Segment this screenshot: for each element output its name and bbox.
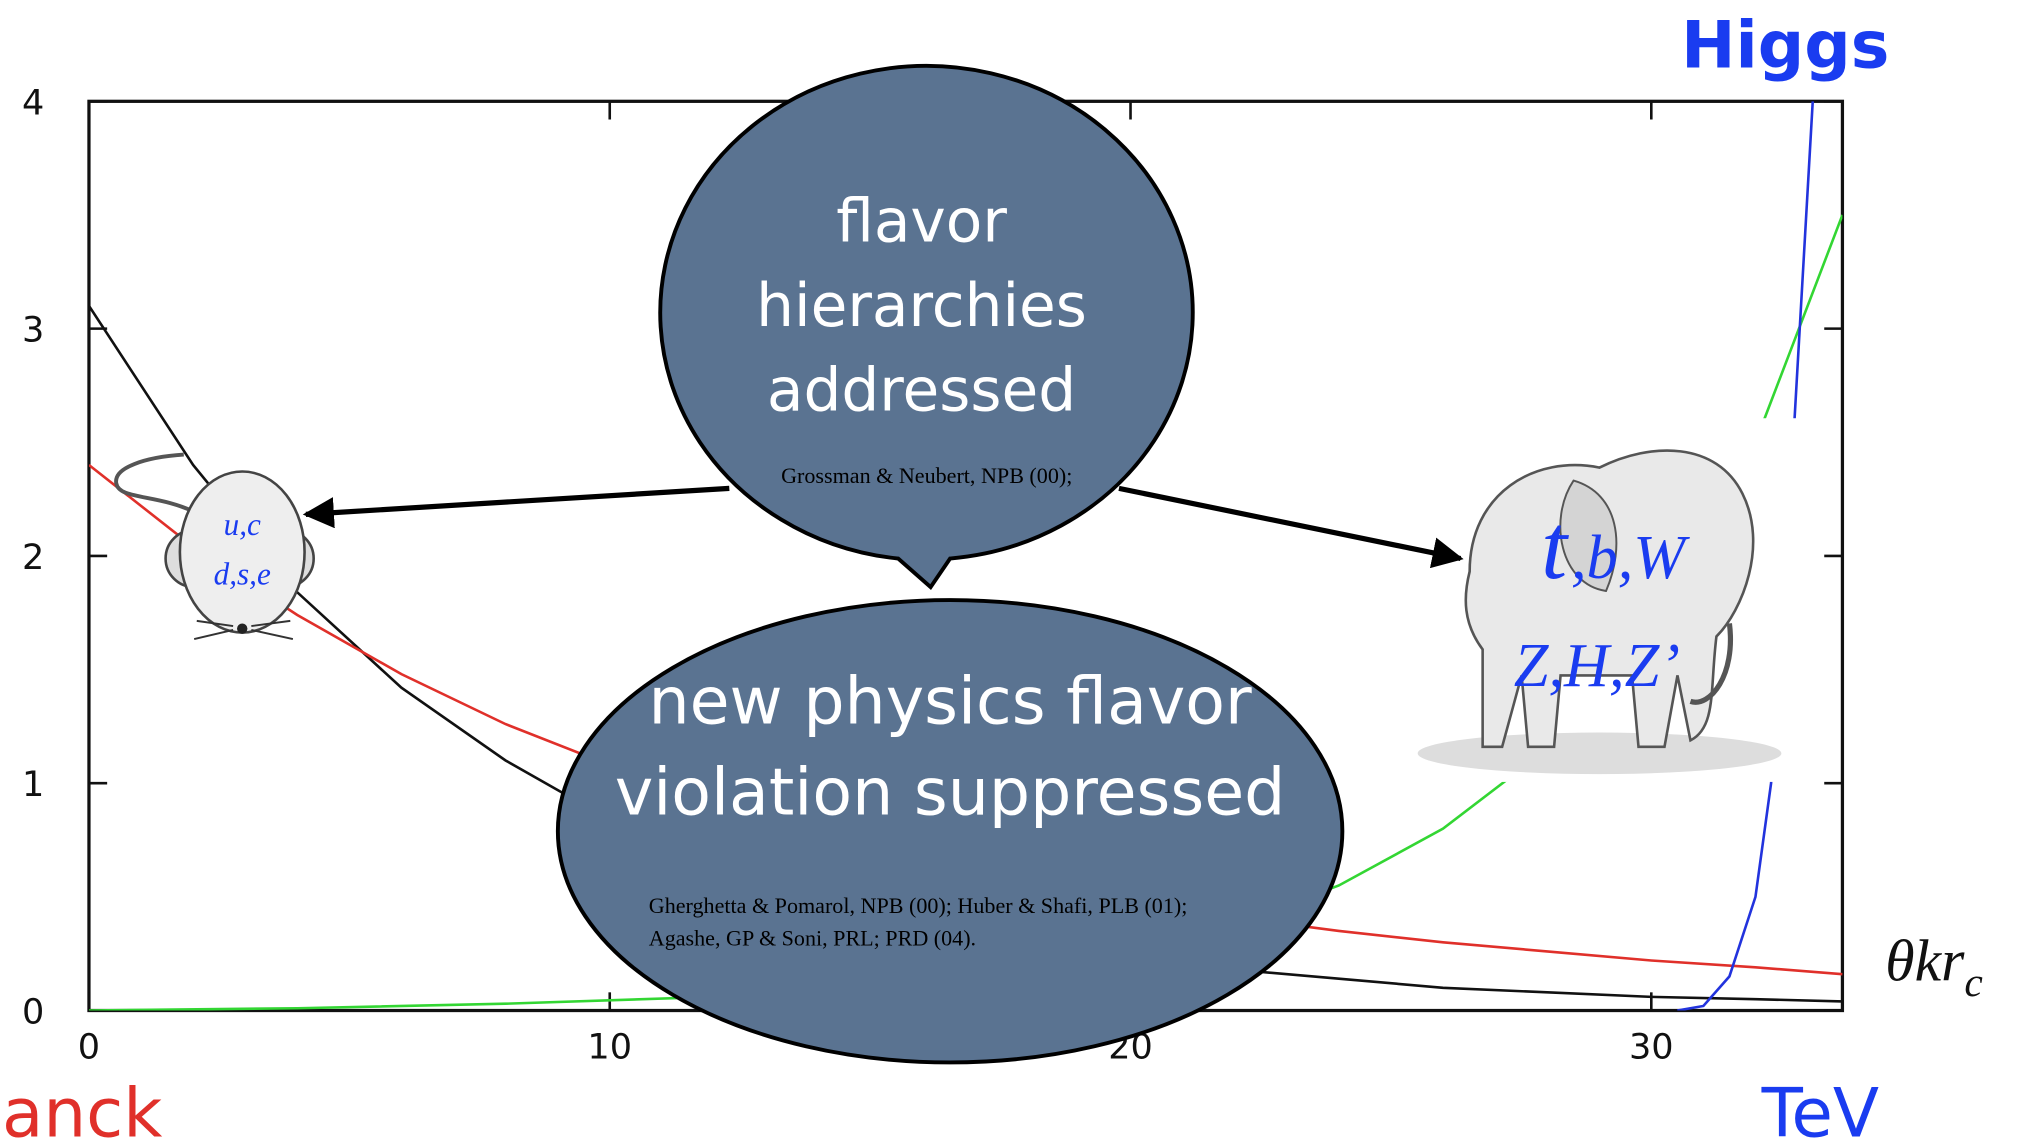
elephant-label: ,b,W: [1571, 523, 1690, 592]
planck-label: anck: [2, 1074, 162, 1143]
x-axis-label: θkrc: [1885, 928, 1983, 1006]
bubble-text: violation suppressed: [615, 755, 1286, 830]
y-tick-label: 4: [22, 82, 44, 123]
mouse-icon: [116, 455, 314, 639]
higgs-label: Higgs: [1681, 9, 1889, 84]
x-tick-label: 0: [78, 1027, 100, 1068]
y-tick-label: 0: [22, 992, 44, 1033]
mouse-label: u,c: [224, 507, 261, 542]
x-tick-label: 10: [587, 1027, 632, 1068]
elephant-image: [1379, 418, 1801, 782]
bubble-text: hierarchies: [756, 272, 1087, 341]
y-tick-label: 1: [22, 764, 44, 805]
y-tick-label: 3: [22, 310, 44, 351]
bubble-text: new physics flavor: [648, 664, 1252, 739]
arrow: [306, 488, 729, 514]
reference: Gherghetta & Pomarol, NPB (00); Huber & …: [649, 893, 1188, 918]
slide: 010203001234 θkrc Higgs anck TeV u,c d,s…: [0, 0, 2034, 1143]
bubble-text: addressed: [767, 356, 1076, 425]
x-label-sub: c: [1964, 959, 1982, 1005]
reference: Agashe, GP & Soni, PRL; PRD (04).: [649, 926, 976, 951]
mouse-label: d,s,e: [214, 556, 271, 591]
x-label-main: θkr: [1885, 928, 1965, 994]
tev-label: TeV: [1761, 1074, 1880, 1143]
bubble-text: flavor: [836, 188, 1007, 257]
elephant-label: Z,H,Z’: [1514, 631, 1680, 700]
reference: Grossman & Neubert, NPB (00);: [781, 463, 1072, 488]
y-tick-label: 2: [22, 537, 44, 578]
elephant-label-big: t: [1541, 496, 1569, 599]
x-tick-label: 30: [1629, 1027, 1674, 1068]
